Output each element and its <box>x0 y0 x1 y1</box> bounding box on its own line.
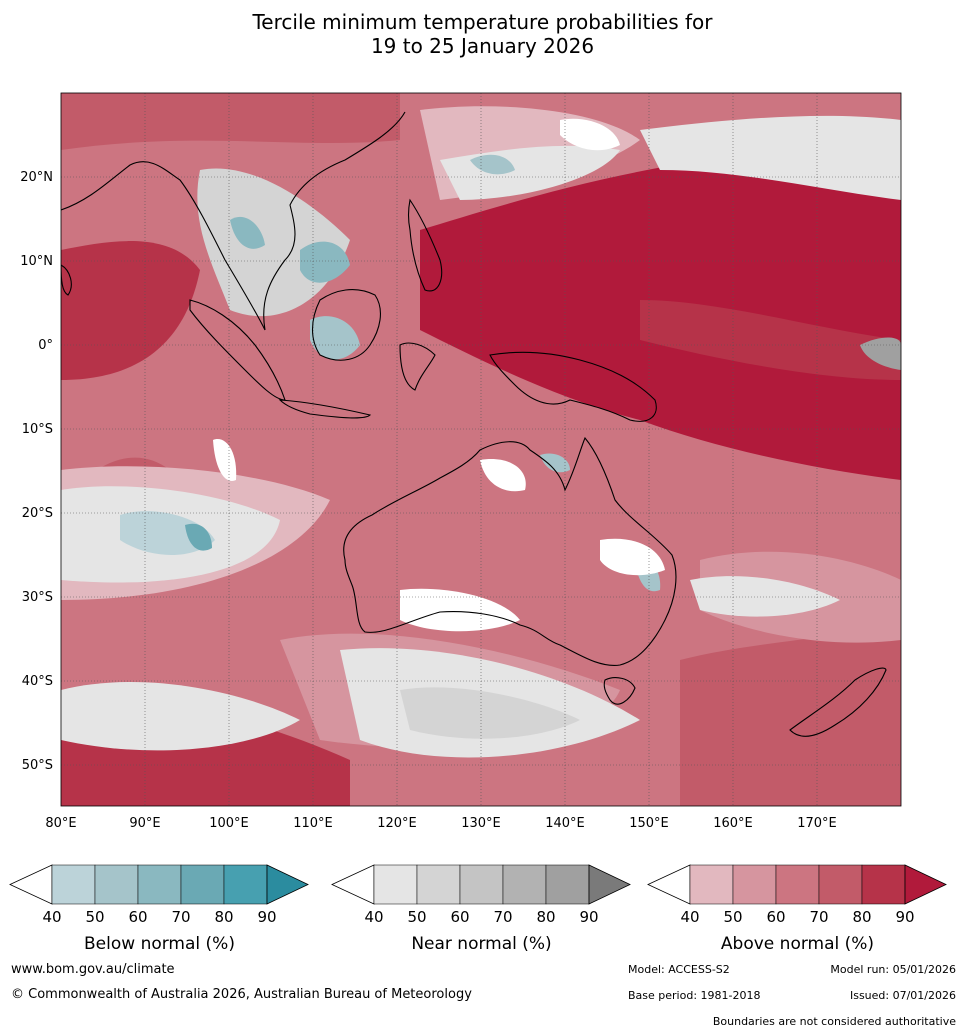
colorbar-extension-high <box>266 864 309 905</box>
colorbar-segment <box>732 864 777 905</box>
australia-coastline <box>343 436 677 666</box>
colorbar-segment <box>818 864 863 905</box>
colorbar-extension-high <box>588 864 631 905</box>
java-coastline <box>278 399 372 419</box>
colorbar-segment <box>775 864 820 905</box>
colorbar-title: Above normal (%) <box>721 934 874 954</box>
colorbar-segment <box>545 864 590 905</box>
colorbar-segment <box>180 864 225 905</box>
lat-tick-label: 10°N <box>20 254 53 269</box>
colorbar-segment <box>861 864 906 905</box>
colorbar-tick-label: 90 <box>257 908 276 926</box>
colorbar: 40 50 60 70 80 90 Below normal (%) <box>9 864 309 954</box>
colorbar-segment <box>459 864 504 905</box>
lat-tick-label: 0° <box>38 338 53 353</box>
colorbar-tick-label: 40 <box>364 908 383 926</box>
colorbar-tick-label: 80 <box>214 908 233 926</box>
colorbar-title: Near normal (%) <box>411 934 551 954</box>
colorbar-segment <box>502 864 547 905</box>
colorbar-tick-label: 70 <box>809 908 828 926</box>
colorbar-tick-label: 90 <box>895 908 914 926</box>
colorbar-tick-label: 70 <box>493 908 512 926</box>
mainland-asia-coastline <box>61 111 406 331</box>
title-line-1: Tercile minimum temperature probabilitie… <box>252 10 713 34</box>
colorbar: 40 50 60 70 80 90 Above normal (%) <box>647 864 947 954</box>
colorbar-segment <box>51 864 96 905</box>
colorbar-extension-low <box>647 864 691 905</box>
lat-tick-label: 20°N <box>20 170 53 185</box>
map-frame <box>60 92 902 807</box>
copyright-text: © Commonwealth of Australia 2026, Austra… <box>11 987 472 1002</box>
longitude-labels: 80°E 90°E 100°E 110°E 120°E 130°E 140°E … <box>45 816 836 831</box>
new-zealand-coastline <box>789 667 887 737</box>
sulawesi-coastline <box>399 342 436 391</box>
lat-tick-label: 20°S <box>22 506 53 521</box>
model-name: Model: ACCESS-S2 <box>628 963 730 976</box>
colorbars: 40 50 60 70 80 90 Below normal (%) 40 50 60 70 80 90… <box>9 864 947 954</box>
colorbar-segment <box>137 864 182 905</box>
colorbar-tick-label: 60 <box>128 908 147 926</box>
colorbar-tick-label: 50 <box>723 908 742 926</box>
colorbar-tick-label: 70 <box>171 908 190 926</box>
lat-tick-label: 30°S <box>22 590 53 605</box>
issued-date: Issued: 07/01/2026 <box>849 989 956 1002</box>
lat-tick-label: 50°S <box>22 758 53 773</box>
map-title: Tercile minimum temperature probabilitie… <box>0 10 965 58</box>
colorbar-segment <box>689 864 734 905</box>
latitude-labels: 20°N 10°N 0° 10°S 20°S 30°S 40°S 50°S <box>20 170 53 773</box>
lon-tick-label: 90°E <box>129 816 160 831</box>
colorbar-tick-label: 60 <box>766 908 785 926</box>
lon-tick-label: 110°E <box>293 816 333 831</box>
lon-tick-label: 130°E <box>461 816 501 831</box>
colorbar-tick-label: 50 <box>85 908 104 926</box>
colorbar: 40 50 60 70 80 90 Near normal (%) <box>331 864 631 954</box>
new-guinea-coastline <box>489 351 657 422</box>
model-run-date: Model run: 05/01/2026 <box>830 963 956 976</box>
lon-tick-label: 80°E <box>45 816 76 831</box>
colorbar-segment <box>94 864 139 905</box>
philippines-coastline <box>407 198 443 292</box>
lon-tick-label: 100°E <box>209 816 249 831</box>
colorbar-tick-label: 40 <box>42 908 61 926</box>
gridlines <box>61 93 901 806</box>
lon-tick-label: 170°E <box>797 816 837 831</box>
lon-tick-label: 140°E <box>545 816 585 831</box>
colorbar-tick-label: 80 <box>536 908 555 926</box>
colorbar-tick-label: 90 <box>579 908 598 926</box>
colorbar-title: Below normal (%) <box>84 934 235 954</box>
colorbar-segment <box>373 864 418 905</box>
base-period: Base period: 1981-2018 <box>628 989 761 1002</box>
boundaries-disclaimer: Boundaries are not considered authoritat… <box>712 1015 956 1028</box>
probability-field <box>61 93 901 806</box>
lon-tick-label: 120°E <box>377 816 417 831</box>
coastlines <box>61 111 887 737</box>
lon-tick-label: 160°E <box>713 816 753 831</box>
title-line-2: 19 to 25 January 2026 <box>370 34 595 58</box>
lat-tick-label: 10°S <box>22 422 53 437</box>
colorbar-segment <box>223 864 268 905</box>
colorbar-tick-label: 50 <box>407 908 426 926</box>
colorbar-extension-low <box>331 864 375 905</box>
lat-tick-label: 40°S <box>22 674 53 689</box>
colorbar-tick-label: 80 <box>852 908 871 926</box>
colorbar-extension-low <box>9 864 53 905</box>
colorbar-extension-high <box>904 864 947 905</box>
colorbar-tick-label: 60 <box>450 908 469 926</box>
colorbar-tick-label: 40 <box>680 908 699 926</box>
colorbar-segment <box>416 864 461 905</box>
lon-tick-label: 150°E <box>629 816 669 831</box>
borneo-coastline <box>311 289 381 361</box>
tasmania-coastline <box>603 677 636 705</box>
website-link[interactable]: www.bom.gov.au/climate <box>11 962 175 977</box>
